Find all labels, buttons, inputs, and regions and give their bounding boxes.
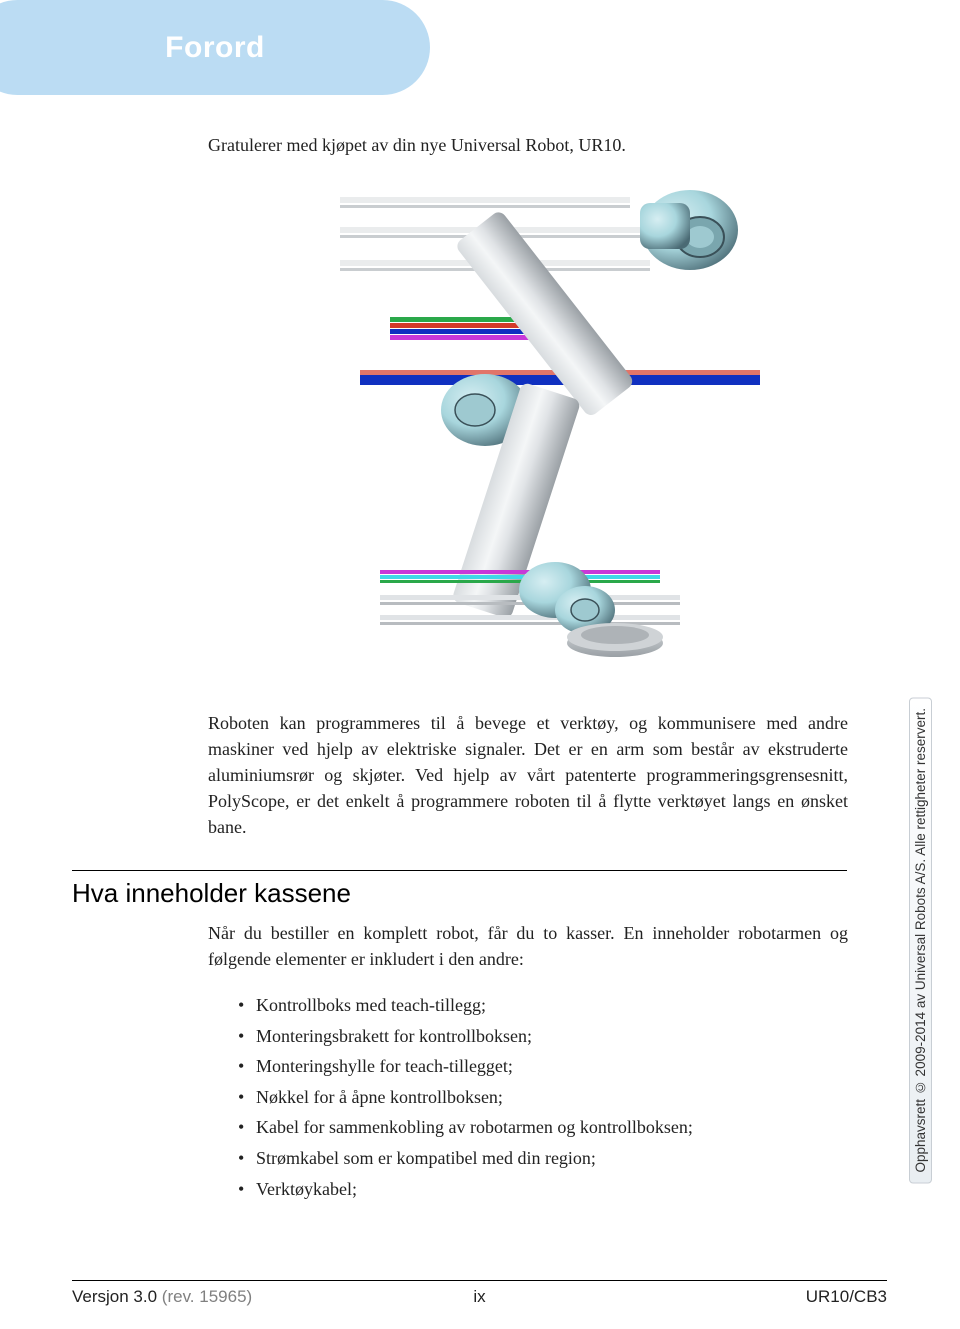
robot-figure — [320, 175, 760, 675]
list-item: Nøkkel for å åpne kontrollboksen; — [238, 1082, 848, 1113]
section-intro: Når du bestiller en komplett robot, får … — [208, 920, 848, 972]
list-item: Kabel for sammenkobling av robotarmen og… — [238, 1112, 848, 1143]
section-rule — [72, 870, 847, 871]
list-item: Verktøykabel; — [238, 1174, 848, 1205]
robot-arm-icon — [320, 175, 760, 675]
page-title: Forord — [165, 31, 265, 65]
list-item: Monteringshylle for teach-tillegget; — [238, 1051, 848, 1082]
bullet-list: Kontrollboks med teach-tillegg; Monterin… — [238, 990, 848, 1204]
intro-paragraph: Gratulerer med kjøpet av din nye Univers… — [208, 135, 848, 156]
page-footer: Versjon 3.0 (rev. 15965) ix UR10/CB3 — [72, 1287, 887, 1307]
body-paragraph: Roboten kan programmeres til å bevege et… — [208, 710, 848, 840]
header-tab: Forord — [0, 0, 430, 95]
footer-model: UR10/CB3 — [806, 1287, 887, 1307]
copyright-sidebar: Opphavsrett © 2009-2014 av Universal Rob… — [906, 700, 934, 1180]
list-item: Kontrollboks med teach-tillegg; — [238, 990, 848, 1021]
version-label: Versjon 3.0 — [72, 1287, 157, 1306]
page-number: ix — [473, 1287, 485, 1307]
revision-label: (rev. 15965) — [157, 1287, 252, 1306]
list-item: Strømkabel som er kompatibel med din reg… — [238, 1143, 848, 1174]
footer-rule — [72, 1280, 887, 1282]
copyright-text: Opphavsrett © 2009-2014 av Universal Rob… — [909, 697, 932, 1183]
list-item: Monteringsbrakett for kontrollboksen; — [238, 1021, 848, 1052]
page: Forord Gratulerer med kjøpet av din nye … — [0, 0, 960, 1329]
section-heading: Hva inneholder kassene — [72, 878, 351, 909]
footer-version: Versjon 3.0 (rev. 15965) — [72, 1287, 252, 1307]
